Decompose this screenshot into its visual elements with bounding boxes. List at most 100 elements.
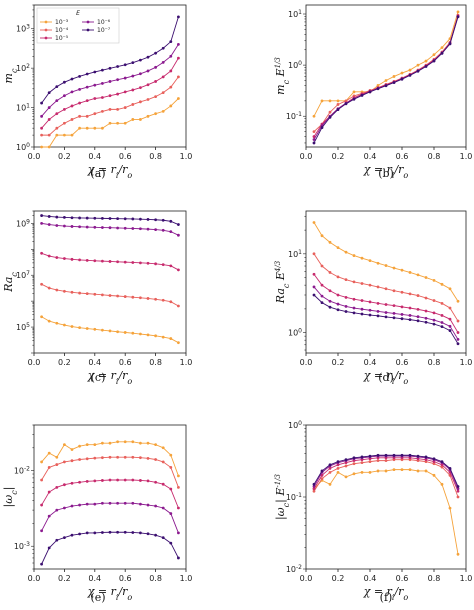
- data-point: [55, 133, 59, 137]
- data-point: [131, 261, 135, 264]
- data-point: [161, 109, 165, 113]
- y-tick-label: 10-2: [14, 465, 30, 476]
- series-line-5: [312, 293, 460, 346]
- x-tick-label: 1.0: [460, 152, 473, 161]
- y-tick-label: 101: [288, 248, 302, 259]
- panel-caption: (f): [380, 591, 393, 604]
- data-point: [352, 254, 356, 257]
- data-point: [116, 530, 119, 534]
- data-point: [63, 94, 66, 98]
- data-point: [131, 478, 135, 482]
- data-point: [336, 246, 340, 249]
- data-point: [360, 470, 364, 474]
- data-point: [40, 221, 43, 225]
- data-point: [146, 479, 150, 483]
- series-line-1: [312, 10, 460, 118]
- data-point: [47, 133, 51, 137]
- x-tick-label: 0.0: [300, 574, 313, 583]
- data-point: [123, 260, 127, 264]
- data-point: [131, 88, 135, 92]
- data-point: [63, 460, 66, 464]
- data-point: [312, 141, 316, 145]
- data-point: [344, 250, 348, 254]
- data-point: [40, 133, 43, 137]
- x-tick-label: 0.0: [28, 152, 41, 161]
- data-point: [101, 293, 104, 297]
- data-point: [40, 145, 43, 149]
- data-point: [101, 501, 104, 505]
- data-point: [154, 65, 158, 69]
- data-point: [131, 74, 135, 78]
- data-point: [384, 264, 388, 267]
- data-point: [448, 306, 452, 310]
- x-tick-label: 0.6: [119, 358, 132, 367]
- data-point: [328, 463, 332, 467]
- legend-marker: [44, 28, 48, 32]
- data-point: [448, 42, 452, 46]
- data-point: [40, 503, 43, 507]
- data-point: [131, 227, 135, 230]
- data-point: [161, 446, 165, 450]
- data-point: [108, 455, 112, 459]
- data-point: [336, 108, 340, 111]
- data-point: [101, 96, 104, 99]
- data-point: [146, 227, 150, 231]
- series-path: [313, 469, 459, 555]
- data-point: [352, 90, 356, 94]
- data-point: [392, 468, 396, 472]
- data-point: [456, 495, 460, 499]
- data-point: [432, 322, 436, 326]
- data-point: [70, 504, 74, 508]
- data-point: [360, 94, 364, 97]
- data-point: [161, 335, 165, 339]
- data-point: [139, 58, 142, 62]
- data-point: [139, 72, 142, 76]
- data-point: [312, 487, 316, 491]
- data-point: [169, 85, 173, 89]
- data-point: [336, 293, 340, 297]
- data-point: [101, 259, 104, 263]
- data-point: [328, 271, 332, 274]
- data-point: [336, 103, 340, 106]
- data-point: [456, 552, 460, 556]
- data-point: [139, 296, 142, 300]
- data-point: [85, 443, 89, 447]
- data-point: [384, 453, 388, 457]
- series-line-5: [40, 15, 180, 105]
- data-point: [70, 104, 74, 108]
- data-point: [70, 448, 74, 451]
- data-point: [116, 478, 119, 482]
- data-point: [70, 90, 74, 94]
- data-point: [108, 294, 112, 297]
- data-point: [336, 275, 340, 279]
- x-tick-label: 0.8: [428, 152, 441, 161]
- data-point: [63, 323, 66, 327]
- data-point: [161, 298, 165, 302]
- series-path: [41, 215, 179, 225]
- data-point: [101, 226, 104, 229]
- series-path: [41, 502, 179, 534]
- data-point: [169, 230, 173, 234]
- y-tick-label: 10-1: [286, 492, 302, 503]
- data-point: [116, 121, 119, 125]
- series-path: [313, 11, 459, 117]
- y-axis-label: Rac E4/3: [274, 260, 291, 304]
- data-point: [456, 15, 460, 19]
- data-point: [352, 472, 356, 476]
- data-point: [47, 319, 51, 323]
- y-axis-label: |ωc|: [2, 487, 19, 508]
- series-line-4: [312, 285, 460, 341]
- y-tick-label: 101: [288, 9, 302, 20]
- data-point: [328, 289, 332, 293]
- data-point: [400, 313, 404, 316]
- data-point: [93, 259, 97, 263]
- data-point: [154, 51, 158, 55]
- series-line-4: [312, 14, 460, 141]
- data-point: [85, 126, 89, 130]
- data-point: [344, 304, 348, 308]
- data-point: [93, 97, 97, 100]
- data-point: [320, 473, 324, 477]
- series-path: [313, 15, 459, 137]
- data-point: [139, 502, 142, 506]
- data-point: [336, 463, 340, 467]
